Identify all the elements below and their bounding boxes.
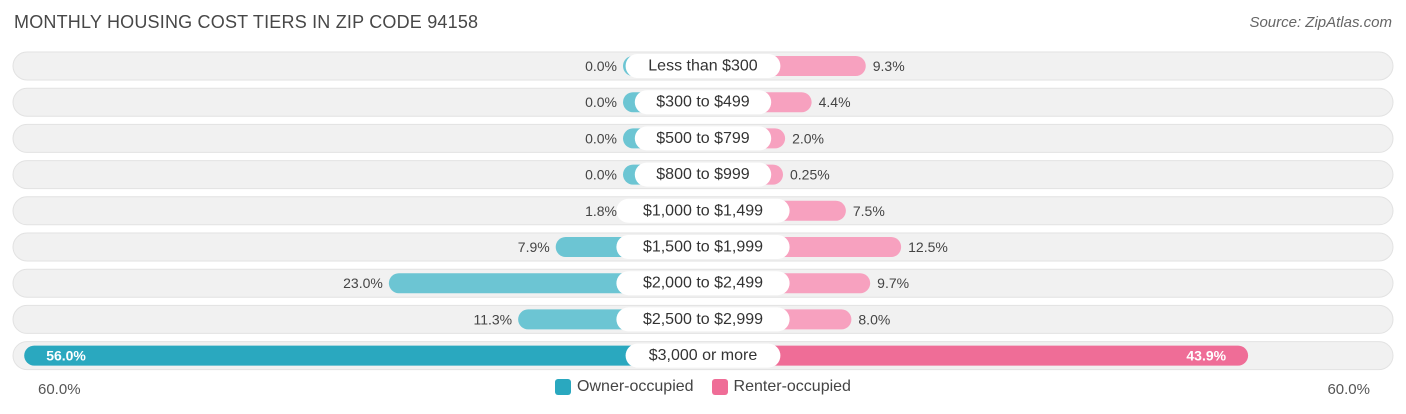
category-label: $3,000 or more <box>649 347 758 364</box>
legend-item-owner: Owner-occupied <box>555 378 694 396</box>
renter-bar <box>703 345 1249 366</box>
category-pill <box>616 271 790 296</box>
legend-owner-label: Owner-occupied <box>577 378 694 395</box>
renter-value-label: 8.0% <box>858 311 890 327</box>
owner-value-label: 11.3% <box>473 311 512 327</box>
category-label: $800 to $999 <box>656 166 750 183</box>
renter-value-label: 0.25% <box>790 167 830 183</box>
renter-value-label: 7.5% <box>853 203 885 219</box>
renter-value-label: 9.3% <box>873 58 905 74</box>
renter-value-label: 2.0% <box>792 130 824 146</box>
category-pill <box>616 307 790 332</box>
renter-value-label: 4.4% <box>819 94 851 110</box>
owner-value-label: 1.8% <box>585 203 617 219</box>
category-pill <box>634 126 772 151</box>
category-pill <box>616 198 790 223</box>
legend-renter-label: Renter-occupied <box>733 378 851 395</box>
axis-right-label: 60.0% <box>1327 381 1370 398</box>
owner-value-label: 0.0% <box>585 58 617 74</box>
category-label: Less than $300 <box>648 58 758 75</box>
owner-bar <box>24 345 703 366</box>
category-pill <box>634 162 772 187</box>
category-pill <box>625 54 781 78</box>
owner-value-label: 0.0% <box>585 94 617 110</box>
legend: Owner-occupied Renter-occupied <box>0 378 1406 396</box>
category-label: $500 to $799 <box>656 130 750 147</box>
owner-value-label: 56.0% <box>46 348 86 364</box>
axis-left-label: 60.0% <box>38 381 81 398</box>
owner-value-label: 23.0% <box>343 275 383 291</box>
renter-value-label: 43.9% <box>1186 348 1226 364</box>
renter-value-label: 12.5% <box>908 239 948 255</box>
owner-swatch <box>555 379 572 395</box>
owner-value-label: 0.0% <box>585 167 617 183</box>
source-label: Source: ZipAtlas.com <box>1249 14 1392 31</box>
category-label: $300 to $499 <box>656 94 750 111</box>
category-pill <box>625 343 781 368</box>
owner-value-label: 7.9% <box>518 239 550 255</box>
renter-swatch <box>711 379 728 395</box>
renter-value-label: 9.7% <box>877 275 909 291</box>
category-label: $2,000 to $2,499 <box>643 275 763 292</box>
category-pill <box>616 235 790 259</box>
legend-item-renter: Renter-occupied <box>711 378 851 396</box>
category-label: $1,500 to $1,999 <box>643 239 763 256</box>
category-pill <box>634 90 772 115</box>
category-label: $1,000 to $1,499 <box>643 202 763 219</box>
owner-value-label: 0.0% <box>585 130 617 146</box>
category-label: $2,500 to $2,999 <box>643 311 763 328</box>
chart-title: MONTHLY HOUSING COST TIERS IN ZIP CODE 9… <box>14 12 479 32</box>
